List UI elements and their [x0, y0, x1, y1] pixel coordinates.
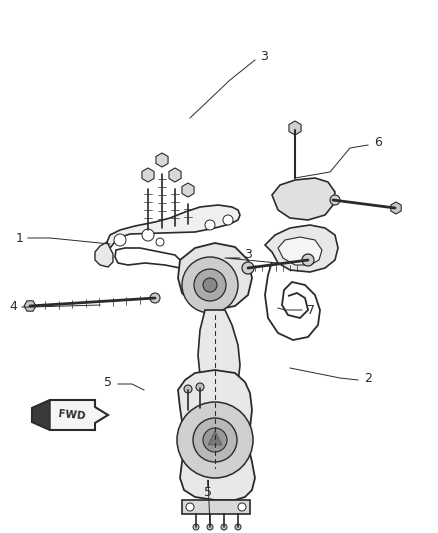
- Circle shape: [194, 269, 226, 301]
- Text: 3: 3: [260, 50, 268, 62]
- Polygon shape: [198, 310, 240, 395]
- Polygon shape: [142, 168, 154, 182]
- Polygon shape: [182, 183, 194, 197]
- Circle shape: [184, 385, 192, 393]
- Polygon shape: [182, 500, 250, 514]
- Polygon shape: [24, 301, 36, 311]
- Circle shape: [142, 229, 154, 241]
- Polygon shape: [208, 431, 222, 445]
- Circle shape: [207, 524, 213, 530]
- Circle shape: [193, 524, 199, 530]
- Circle shape: [235, 524, 241, 530]
- Circle shape: [302, 254, 314, 266]
- Polygon shape: [278, 237, 322, 265]
- Polygon shape: [272, 178, 335, 220]
- Polygon shape: [178, 243, 252, 310]
- Text: 2: 2: [364, 372, 372, 384]
- Text: 3: 3: [244, 247, 252, 261]
- Circle shape: [221, 524, 227, 530]
- Text: 6: 6: [374, 136, 382, 149]
- Circle shape: [156, 238, 164, 246]
- Circle shape: [203, 428, 227, 452]
- Circle shape: [196, 383, 204, 391]
- Circle shape: [330, 195, 340, 205]
- Circle shape: [186, 503, 194, 511]
- Circle shape: [177, 402, 253, 478]
- Circle shape: [114, 234, 126, 246]
- Circle shape: [182, 257, 238, 313]
- Polygon shape: [107, 205, 240, 248]
- Text: 5: 5: [204, 487, 212, 499]
- Text: FWD: FWD: [58, 409, 86, 421]
- Text: 4: 4: [9, 301, 17, 313]
- Circle shape: [238, 503, 246, 511]
- Circle shape: [203, 278, 217, 292]
- Text: 1: 1: [16, 231, 24, 245]
- Polygon shape: [32, 400, 50, 430]
- Polygon shape: [265, 225, 338, 272]
- Polygon shape: [391, 202, 401, 214]
- Polygon shape: [156, 153, 168, 167]
- Polygon shape: [178, 370, 255, 500]
- Circle shape: [193, 418, 237, 462]
- Circle shape: [205, 220, 215, 230]
- Text: 5: 5: [104, 376, 112, 389]
- Circle shape: [223, 215, 233, 225]
- Polygon shape: [95, 242, 113, 267]
- Polygon shape: [289, 121, 301, 135]
- Polygon shape: [32, 400, 108, 430]
- Circle shape: [242, 262, 254, 274]
- Text: 7: 7: [307, 303, 315, 317]
- Circle shape: [150, 293, 160, 303]
- Polygon shape: [169, 168, 181, 182]
